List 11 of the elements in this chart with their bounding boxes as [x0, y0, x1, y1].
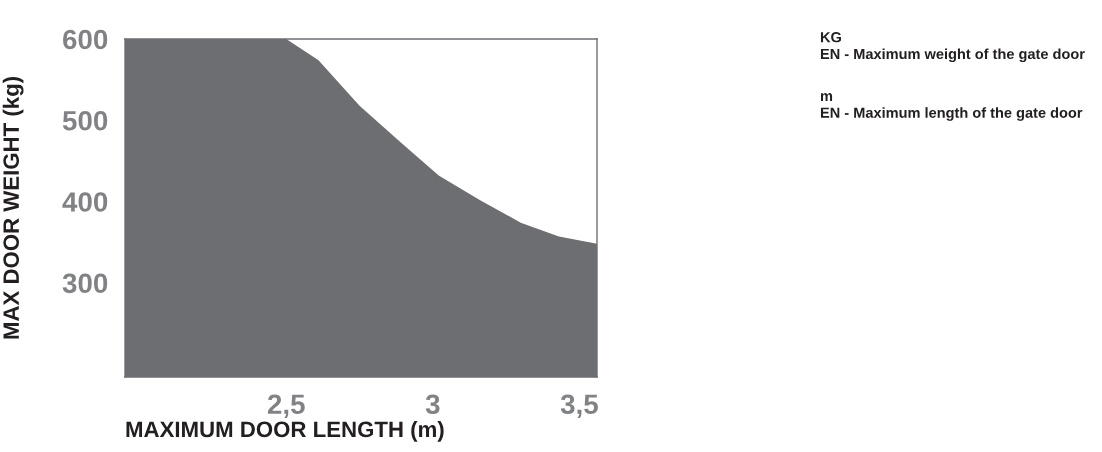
- text: m EN - Maximum length of the gate door: [820, 93, 1083, 121]
- text: KG EN - Maximum weight of the gate door: [820, 32, 1085, 63]
- x-tick-label: 2,5: [267, 394, 305, 419]
- y-axis-title: MAX DOOR WEIGHT (kg): [2, 77, 24, 339]
- y-tick-label: 500: [62, 110, 108, 131]
- y-tick-label: 300: [62, 273, 108, 294]
- y-tick-label: 600: [63, 29, 108, 50]
- x-tick-label: 3,5: [560, 394, 598, 419]
- y-tick-label: 400: [62, 192, 108, 212]
- x-tick-label: 3: [425, 394, 440, 415]
- x-axis-title: MAXIMUM DOOR LENGTH (m): [126, 420, 444, 442]
